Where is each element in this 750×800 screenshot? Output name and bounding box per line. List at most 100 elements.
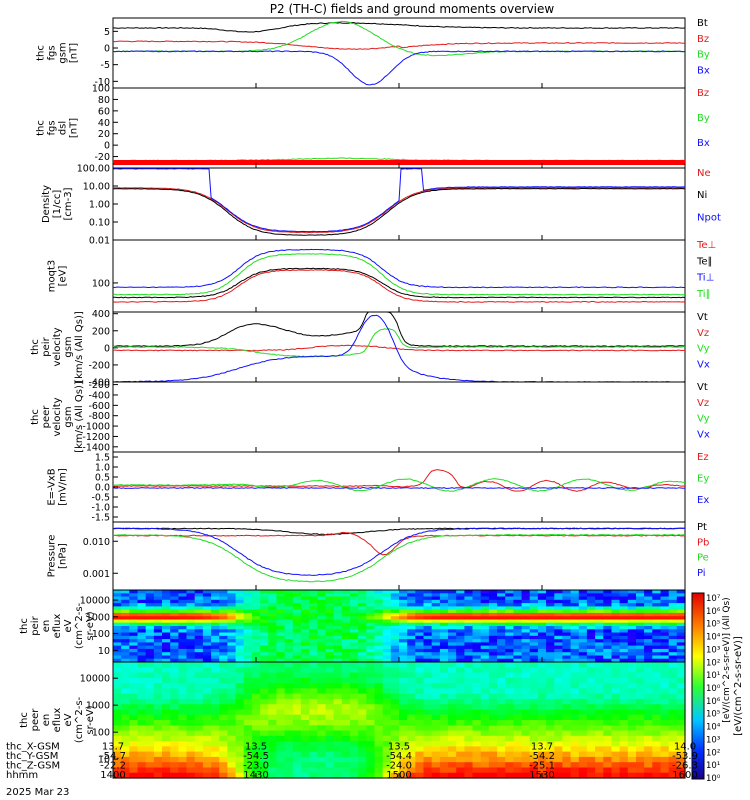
heatmap-cell: [235, 704, 245, 711]
heatmap-cell: [578, 772, 588, 779]
heatmap-cell: [186, 746, 196, 753]
heatmap-cell: [431, 746, 441, 753]
heatmap-cell: [578, 590, 588, 594]
heatmap-cell: [137, 735, 147, 742]
heatmap-cell: [521, 658, 531, 663]
heatmap-cell: [644, 622, 653, 627]
heatmap-cell: [464, 709, 474, 716]
heatmap-cell: [488, 658, 498, 663]
heatmap-cell: [235, 619, 245, 624]
heatmap-cell: [636, 642, 645, 647]
heatmap-cell: [603, 658, 613, 663]
heatmap-cell: [121, 672, 130, 679]
heatmap-cell: [546, 662, 555, 668]
heatmap-cell: [137, 635, 147, 640]
heatmap-cell: [619, 645, 629, 650]
heatmap-cell: [537, 683, 547, 689]
heatmap-cell: [652, 730, 662, 737]
heatmap-cell: [358, 741, 367, 747]
heatmap-cell: [113, 730, 122, 737]
heatmap-cell: [448, 772, 457, 779]
heatmap-cell: [333, 619, 343, 624]
heatmap-cell: [186, 693, 196, 700]
heatmap-cell: [276, 652, 286, 657]
heatmap-cell: [456, 667, 465, 674]
heatmap-cell: [309, 648, 318, 653]
heatmap-cell: [153, 603, 163, 607]
axis-ylabel: sr-eV): [85, 611, 96, 640]
heatmap-cell: [317, 603, 327, 607]
heatmap-cell: [317, 772, 327, 779]
heatmap-cell: [513, 648, 523, 653]
heatmap-cell: [235, 688, 245, 695]
heatmap-cell: [382, 635, 392, 640]
heatmap-cell: [325, 677, 335, 684]
heatmap-cell: [284, 662, 294, 668]
heatmap-cell: [562, 677, 572, 684]
heatmap-cell: [333, 596, 343, 601]
heatmap-cell: [668, 677, 678, 684]
heatmap-cell: [325, 720, 335, 726]
heatmap-cell: [341, 735, 351, 742]
heatmap-cell: [423, 596, 433, 601]
heatmap-cell: [145, 683, 155, 689]
heatmap-cell: [546, 635, 555, 640]
heatmap-cell: [202, 709, 212, 716]
heatmap-cell: [570, 720, 580, 726]
heatmap-cell: [153, 648, 163, 653]
heatmap-cell: [358, 720, 367, 726]
heatmap-cell: [513, 658, 523, 663]
heatmap-cell: [644, 609, 653, 614]
heatmap-cell: [439, 762, 449, 769]
heatmap-cell: [570, 735, 580, 742]
heatmap-cell: [382, 606, 392, 611]
heatmap-cell: [537, 767, 547, 774]
heatmap-cell: [513, 626, 523, 630]
heatmap-cell: [170, 762, 179, 769]
heatmap-cell: [480, 655, 490, 660]
heatmap-cell: [611, 730, 621, 737]
heatmap-cell: [153, 642, 163, 647]
heatmap-cell: [619, 619, 629, 624]
heatmap-cell: [636, 693, 645, 700]
heatmap-cell: [153, 704, 163, 711]
heatmap-cell: [374, 688, 384, 695]
heatmap-cell: [464, 648, 474, 653]
date-label: 2025 Mar 23: [6, 787, 69, 798]
heatmap-cell: [227, 639, 237, 643]
heatmap-cell: [121, 725, 130, 732]
heatmap-cell: [464, 655, 474, 660]
heatmap-cell: [366, 599, 376, 604]
heatmap-cell: [333, 642, 343, 647]
heatmap-cell: [537, 741, 547, 747]
heatmap-cell: [374, 593, 384, 598]
heatmap-cell: [431, 720, 441, 726]
heatmap-cell: [480, 612, 490, 617]
colorbar-tick: 10⁷: [706, 594, 721, 604]
heatmap-cell: [644, 658, 653, 663]
heatmap-cell: [660, 590, 670, 594]
heatmap-cell: [227, 767, 237, 774]
heatmap-cell: [382, 735, 392, 742]
heatmap-cell: [562, 688, 572, 695]
heatmap-cell: [186, 655, 196, 660]
heatmap-cell: [260, 635, 269, 640]
heatmap-cell: [472, 596, 482, 601]
heatmap-cell: [513, 662, 523, 668]
heatmap-cell: [325, 762, 335, 769]
heatmap-cell: [390, 751, 400, 758]
heatmap-cell: [456, 762, 465, 769]
heatmap-cell: [537, 751, 547, 758]
heatmap-cell: [358, 599, 367, 604]
heatmap-cell: [529, 688, 539, 695]
heatmap-cell: [366, 642, 376, 647]
heatmap-cell: [562, 704, 572, 711]
time-axis-value: -54.7: [100, 751, 126, 762]
heatmap-cell: [660, 704, 670, 711]
heatmap-cell: [309, 662, 318, 668]
heatmap-cell: [603, 704, 613, 711]
heatmap-cell: [350, 704, 359, 711]
heatmap-cell: [300, 667, 310, 674]
heatmap-cell: [300, 735, 310, 742]
heatmap-cell: [611, 599, 621, 604]
